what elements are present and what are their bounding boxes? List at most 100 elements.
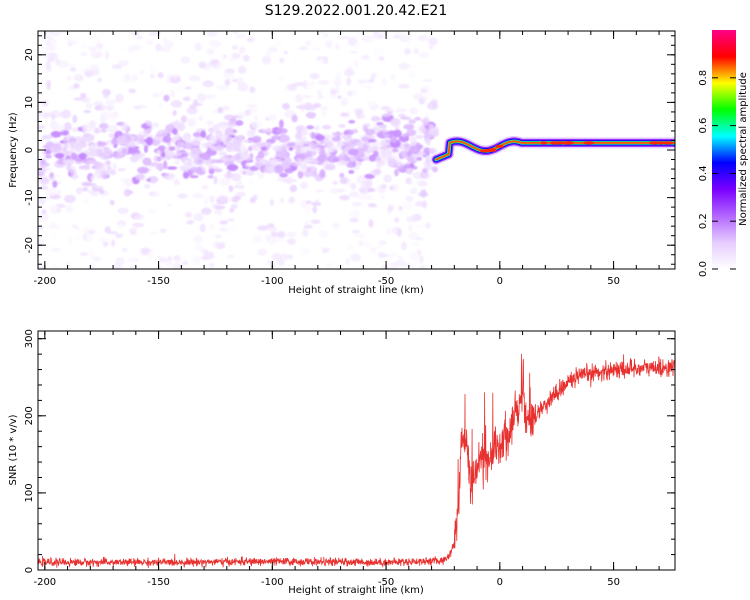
heatmap-cell	[271, 143, 284, 153]
heatmap-cell	[42, 167, 53, 172]
x-tick-label: -150	[147, 276, 170, 287]
heatmap-cell	[299, 103, 307, 112]
heatmap-cell	[108, 132, 113, 138]
heatmap-cell	[340, 150, 347, 155]
heatmap-cell	[157, 72, 164, 79]
heatmap-cell	[215, 130, 223, 138]
heatmap-cell	[226, 128, 234, 135]
heatmap-cell	[155, 43, 162, 52]
heatmap-cell	[362, 35, 374, 43]
heatmap-cell	[115, 93, 124, 103]
heatmap-cell	[223, 114, 235, 121]
heatmap-cell	[354, 41, 361, 49]
heatmap-cell	[298, 168, 308, 173]
heatmap-cell	[419, 255, 424, 264]
heatmap-cell	[404, 163, 412, 169]
heatmap-cell	[66, 38, 79, 45]
heatmap-cell	[370, 73, 378, 79]
heatmap-cell	[186, 107, 198, 115]
heatmap-cell	[327, 154, 338, 163]
heatmap-cell	[351, 128, 359, 134]
heatmap-cell	[138, 70, 146, 74]
heatmap-cell	[407, 224, 413, 232]
heatmap-cell	[180, 149, 186, 154]
heatmap-cell	[206, 120, 214, 126]
heatmap-cell	[413, 48, 419, 55]
heatmap-cell	[116, 135, 128, 144]
heatmap-cell	[357, 79, 367, 84]
heatmap-cell	[223, 71, 235, 80]
heatmap-cell	[366, 148, 373, 152]
heatmap-cell	[217, 195, 229, 202]
heatmap-cell	[279, 57, 285, 64]
heatmap-cell	[322, 112, 327, 116]
heatmap-cell	[38, 226, 44, 230]
heatmap-cell	[420, 189, 427, 198]
heatmap-cell	[242, 54, 250, 62]
heatmap-cell	[381, 113, 392, 118]
heatmap-cell	[426, 162, 433, 171]
heatmap-cell	[251, 120, 262, 129]
heatmap-cell	[142, 157, 152, 166]
heatmap-cell	[408, 232, 419, 240]
heatmap-cell	[117, 207, 129, 215]
heatmap-cell	[318, 230, 329, 238]
heatmap-cell	[417, 35, 429, 42]
heatmap-cell	[365, 79, 375, 83]
heatmap-cell	[380, 183, 387, 189]
heatmap-cell	[109, 169, 117, 176]
heatmap-cell	[201, 184, 209, 190]
heatmap-cell	[192, 192, 204, 199]
heatmap-cell	[136, 35, 143, 40]
heatmap-cell	[281, 135, 290, 142]
heatmap-cell	[194, 137, 207, 141]
heatmap-cell	[377, 251, 386, 259]
heatmap-cell	[324, 139, 335, 146]
heatmap-cell	[402, 134, 407, 138]
x-tick-label: 0	[497, 276, 503, 287]
heatmap-cell	[158, 145, 166, 151]
heatmap-cell	[206, 48, 215, 55]
carrier-peak	[583, 141, 595, 145]
heatmap-cell	[297, 170, 304, 179]
heatmap-cell	[401, 241, 407, 251]
heatmap-cell	[230, 203, 238, 210]
heatmap-cell	[243, 139, 254, 143]
heatmap-x-ticks: -200 -150 -100 -50 0 50	[33, 31, 660, 287]
heatmap-cell	[63, 136, 68, 144]
heatmap-cell	[386, 228, 393, 236]
heatmap-cell	[266, 260, 273, 265]
heatmap-cell	[337, 154, 348, 162]
heatmap-cell	[286, 176, 294, 185]
heatmap-cell	[357, 193, 367, 200]
heatmap-cell	[104, 160, 112, 166]
heatmap-cell	[364, 178, 373, 188]
heatmap-cell	[192, 131, 202, 138]
heatmap-cell	[41, 151, 46, 155]
heatmap-cell	[121, 40, 132, 46]
heatmap-cell	[403, 124, 415, 130]
carrier-peak	[649, 141, 660, 145]
heatmap-cell	[262, 128, 274, 132]
heatmap-cell	[376, 163, 382, 170]
heatmap-cell	[193, 156, 203, 166]
heatmap-cell	[408, 119, 416, 125]
heatmap-cell	[191, 148, 201, 155]
heatmap-cell	[132, 222, 145, 228]
heatmap-cell	[246, 36, 255, 43]
heatmap-cell	[277, 230, 285, 239]
heatmap-cell	[38, 212, 49, 222]
heatmap-cell	[61, 109, 71, 116]
heatmap-cell	[214, 207, 223, 215]
heatmap-cell	[246, 104, 258, 108]
heatmap-cell	[153, 122, 159, 128]
heatmap-cell	[339, 86, 350, 93]
heatmap-cell	[274, 42, 283, 47]
heatmap-cell	[99, 189, 105, 194]
heatmap-cell	[361, 136, 369, 142]
heatmap-cell	[433, 126, 439, 133]
heatmap-cell	[406, 151, 412, 157]
heatmap-cell	[277, 150, 288, 160]
heatmap-x-axis-label: Height of straight line (km)	[288, 285, 424, 296]
heatmap-cell	[286, 142, 296, 147]
